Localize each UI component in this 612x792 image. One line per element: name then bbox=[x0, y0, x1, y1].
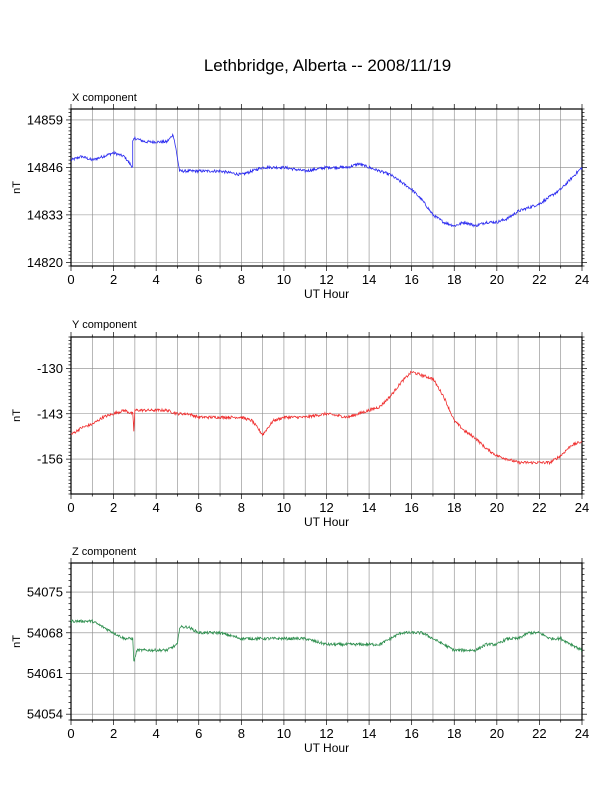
x-tick-label: 0 bbox=[67, 500, 74, 515]
y-tick-label: 14846 bbox=[27, 160, 63, 175]
x-tick-label: 6 bbox=[195, 500, 202, 515]
x-tick-label: 8 bbox=[238, 726, 245, 741]
x-tick-label: 12 bbox=[319, 500, 333, 515]
y-tick-label: 54061 bbox=[27, 666, 63, 681]
chart-panel-2: 0 2 4 6 8 10 12 14 16 18 20 22 245405454061540685407… bbox=[11, 558, 589, 755]
x-tick-label: 18 bbox=[447, 272, 461, 287]
x-tick-label: 10 bbox=[277, 272, 291, 287]
x-tick-label: 20 bbox=[490, 726, 504, 741]
x-tick-label: 0 bbox=[67, 272, 74, 287]
series-line bbox=[70, 619, 583, 662]
y-component-label: Y component bbox=[72, 319, 137, 331]
y-tick-label: 14859 bbox=[27, 112, 63, 127]
series-line bbox=[70, 370, 583, 466]
x-tick-label: 4 bbox=[153, 500, 160, 515]
x-tick-label: 18 bbox=[447, 500, 461, 515]
y-tick-label: 54075 bbox=[27, 585, 63, 600]
y-tick-label: -143 bbox=[37, 406, 63, 421]
y-tick-label: 54054 bbox=[27, 707, 63, 722]
x-tick-label: 2 bbox=[110, 272, 117, 287]
y-tick-label: 14820 bbox=[27, 255, 63, 270]
x-tick-label: 16 bbox=[404, 272, 418, 287]
x-tick-label: 16 bbox=[404, 500, 418, 515]
x-tick-label: 12 bbox=[319, 726, 333, 741]
x-tick-label: 8 bbox=[238, 272, 245, 287]
y-tick-label: -156 bbox=[37, 452, 63, 467]
x-axis-label: UT Hour bbox=[304, 287, 349, 301]
y-axis-label: nT bbox=[11, 409, 23, 422]
x-tick-label: 22 bbox=[532, 272, 546, 287]
z-component-label: Z component bbox=[72, 546, 137, 558]
x-tick-label: 2 bbox=[110, 726, 117, 741]
x-tick-label: 6 bbox=[195, 272, 202, 287]
x-tick-label: 14 bbox=[362, 500, 376, 515]
x-axis-label: UT Hour bbox=[304, 515, 349, 529]
x-tick-label: 20 bbox=[490, 500, 504, 515]
y-axis-label: nT bbox=[11, 635, 23, 648]
y-tick-label: 14833 bbox=[27, 207, 63, 222]
x-tick-label: 4 bbox=[153, 726, 160, 741]
x-tick-label: 14 bbox=[362, 726, 376, 741]
x-tick-label: 6 bbox=[195, 726, 202, 741]
x-tick-label: 10 bbox=[277, 726, 291, 741]
y-axis-label: nT bbox=[11, 181, 23, 194]
chart-panel-0: 0 2 4 6 8 10 12 14 16 18 20 22 241482014833148461485… bbox=[11, 104, 589, 301]
x-tick-label: 4 bbox=[153, 272, 160, 287]
x-tick-label: 2 bbox=[110, 500, 117, 515]
x-tick-label: 22 bbox=[532, 500, 546, 515]
x-tick-label: 12 bbox=[319, 272, 333, 287]
series-line bbox=[70, 132, 583, 228]
y-tick-label: 54068 bbox=[27, 625, 63, 640]
x-tick-label: 8 bbox=[238, 500, 245, 515]
x-tick-label: 24 bbox=[575, 500, 589, 515]
x-axis-label: UT Hour bbox=[304, 741, 349, 755]
x-tick-label: 24 bbox=[575, 726, 589, 741]
y-tick-label: -130 bbox=[37, 361, 63, 376]
x-component-label: X component bbox=[72, 92, 137, 104]
x-tick-label: 14 bbox=[362, 272, 376, 287]
x-tick-label: 24 bbox=[575, 272, 589, 287]
x-tick-label: 22 bbox=[532, 726, 546, 741]
x-tick-label: 20 bbox=[490, 272, 504, 287]
x-tick-label: 10 bbox=[277, 500, 291, 515]
x-tick-label: 16 bbox=[404, 726, 418, 741]
page-title: Lethbridge, Alberta -- 2008/11/19 bbox=[203, 56, 452, 75]
x-tick-label: 0 bbox=[67, 726, 74, 741]
x-tick-label: 18 bbox=[447, 726, 461, 741]
